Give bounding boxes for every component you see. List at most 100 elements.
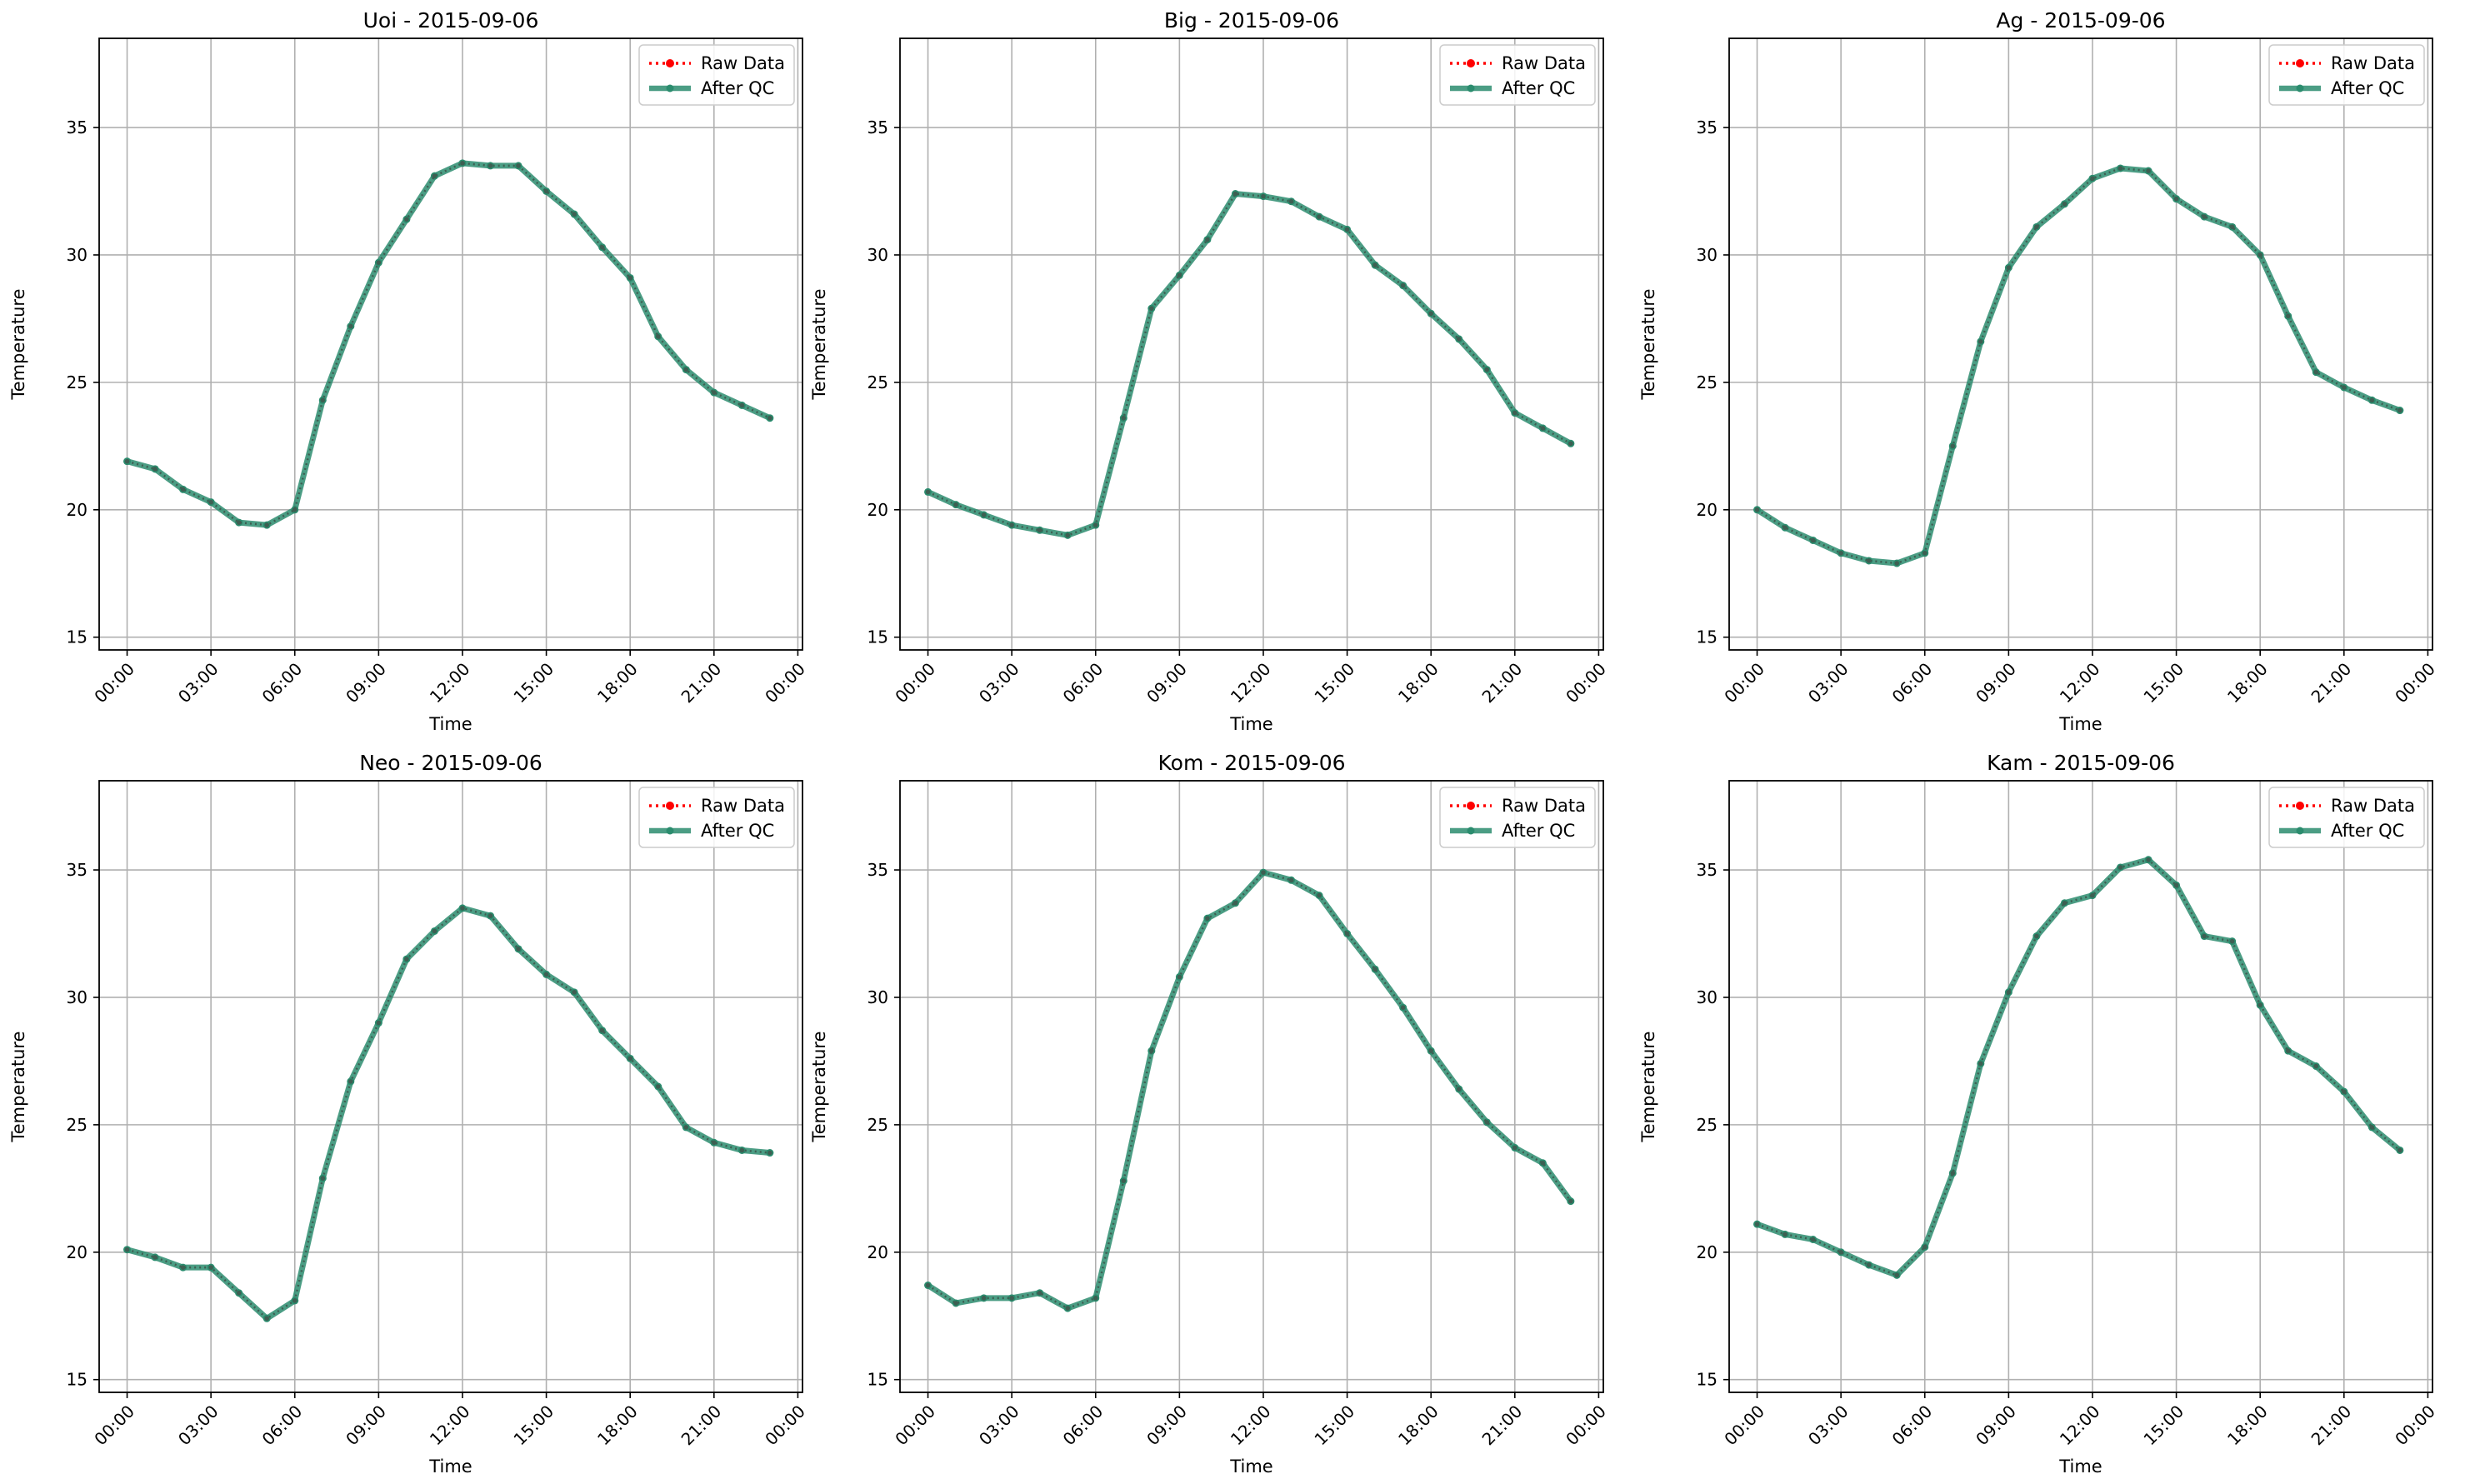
x-axis-label: Time <box>2058 1457 2102 1477</box>
y-tick-label: 35 <box>67 117 88 137</box>
x-tick-label: 21:00 <box>1478 1402 1527 1450</box>
x-tick-label: 15:00 <box>2139 1402 2188 1450</box>
data-point-raw-data <box>2118 865 2123 870</box>
data-point-raw-data <box>236 1290 242 1296</box>
data-point-raw-data <box>516 947 521 952</box>
x-axis-label: Time <box>428 1457 472 1477</box>
data-point-raw-data <box>599 1027 605 1033</box>
legend-marker-after-qc <box>2296 827 2304 835</box>
data-point-raw-data <box>376 1020 382 1026</box>
data-point-raw-data <box>1149 306 1154 311</box>
y-tick-label: 35 <box>868 860 888 880</box>
x-tick-label: 06:00 <box>1059 659 1108 707</box>
data-point-raw-data <box>1232 901 1238 906</box>
x-axis-label: Time <box>1229 1457 1272 1477</box>
x-tick-label: 15:00 <box>2139 659 2188 707</box>
series-line-raw-data <box>127 907 770 1320</box>
data-point-raw-data <box>2173 196 2179 202</box>
y-tick-label: 30 <box>67 245 88 265</box>
data-point-raw-data <box>152 467 158 472</box>
x-tick-label: 21:00 <box>678 1402 726 1450</box>
data-point-raw-data <box>1754 507 1760 512</box>
x-axis-label: Time <box>2058 714 2102 734</box>
legend-label-raw-data: Raw Data <box>1502 53 1586 73</box>
data-point-raw-data <box>655 334 661 339</box>
chart-title: Kam - 2015-09-06 <box>1987 751 2175 775</box>
data-point-raw-data <box>981 512 987 517</box>
data-point-raw-data <box>2202 933 2207 939</box>
data-point-raw-data <box>2229 938 2235 944</box>
y-tick-label: 15 <box>1697 627 1718 647</box>
legend-label-raw-data: Raw Data <box>1502 796 1586 816</box>
y-tick-label: 35 <box>1697 860 1718 880</box>
data-point-raw-data <box>180 1265 186 1270</box>
y-axis-label: Temperature <box>8 1031 28 1142</box>
data-point-raw-data <box>1568 441 1573 447</box>
y-tick-label: 30 <box>67 987 88 1007</box>
data-point-raw-data <box>2006 990 2012 995</box>
x-tick-label: 18:00 <box>1394 659 1442 707</box>
y-tick-label: 20 <box>67 500 88 520</box>
data-point-raw-data <box>404 217 409 222</box>
data-point-raw-data <box>712 390 717 395</box>
legend-marker-raw-data <box>2296 802 2304 810</box>
x-tick-label: 00:00 <box>90 1402 138 1450</box>
data-point-raw-data <box>2146 857 2151 862</box>
chart-panel: 15 20 25 30 35 00:00 03:00 06:00 09:00 12:00 15:00… <box>8 8 809 734</box>
legend: Raw Data After QC <box>638 44 795 106</box>
axes-frame <box>899 780 1604 1393</box>
data-point-raw-data <box>925 1282 931 1288</box>
series-line-after-qc <box>927 191 1572 538</box>
data-point-raw-data <box>124 1247 130 1252</box>
y-axis-label: Temperature <box>809 1031 829 1142</box>
axes-frame <box>98 780 803 1393</box>
x-tick-label: 09:00 <box>1142 659 1191 707</box>
legend-label-after-qc: After QC <box>701 821 774 841</box>
data-point-raw-data <box>488 913 493 918</box>
data-point-raw-data <box>208 1265 213 1270</box>
data-point-raw-data <box>1092 1296 1098 1301</box>
data-point-raw-data <box>1540 1160 1546 1166</box>
data-point-raw-data <box>1428 311 1433 317</box>
data-point-raw-data <box>180 487 186 492</box>
data-point-raw-data <box>2173 882 2179 888</box>
data-point-raw-data <box>1810 537 1816 543</box>
legend-label-after-qc: After QC <box>1502 78 1575 98</box>
x-tick-label: 18:00 <box>593 659 642 707</box>
data-point-raw-data <box>432 173 438 178</box>
chart-title: Kom - 2015-09-06 <box>1158 751 1346 775</box>
data-point-raw-data <box>1540 426 1546 431</box>
data-point-raw-data <box>2398 1147 2402 1153</box>
series-line-after-qc <box>126 160 772 528</box>
x-tick-label: 03:00 <box>975 659 1023 707</box>
data-point-raw-data <box>1754 1222 1760 1227</box>
data-point-raw-data <box>460 161 465 166</box>
x-tick-label: 03:00 <box>174 659 222 707</box>
legend-label-after-qc: After QC <box>1502 821 1575 841</box>
series-line-after-qc <box>126 905 771 1322</box>
data-point-raw-data <box>1484 1120 1490 1125</box>
data-point-raw-data <box>599 244 605 250</box>
data-point-raw-data <box>1838 550 1843 556</box>
data-point-raw-data <box>953 1301 958 1306</box>
axes-frame <box>899 37 1604 651</box>
data-point-raw-data <box>2313 369 2319 375</box>
data-point-raw-data <box>1894 561 1900 566</box>
y-tick-label: 20 <box>1697 1242 1718 1262</box>
legend-marker-after-qc <box>666 84 674 92</box>
y-tick-label: 25 <box>67 1115 88 1135</box>
x-tick-label: 03:00 <box>975 1402 1023 1450</box>
data-point-raw-data <box>2369 397 2375 403</box>
data-point-raw-data <box>543 972 549 977</box>
data-point-raw-data <box>460 906 465 911</box>
x-tick-label: 21:00 <box>678 659 726 707</box>
data-point-raw-data <box>1037 527 1042 533</box>
data-point-raw-data <box>1121 1178 1127 1183</box>
data-point-raw-data <box>348 1079 353 1084</box>
data-point-raw-data <box>655 1084 661 1089</box>
legend-label-raw-data: Raw Data <box>701 796 785 816</box>
series-line-after-qc <box>926 869 1573 1312</box>
data-point-raw-data <box>1009 1296 1014 1301</box>
y-tick-label: 35 <box>67 860 88 880</box>
